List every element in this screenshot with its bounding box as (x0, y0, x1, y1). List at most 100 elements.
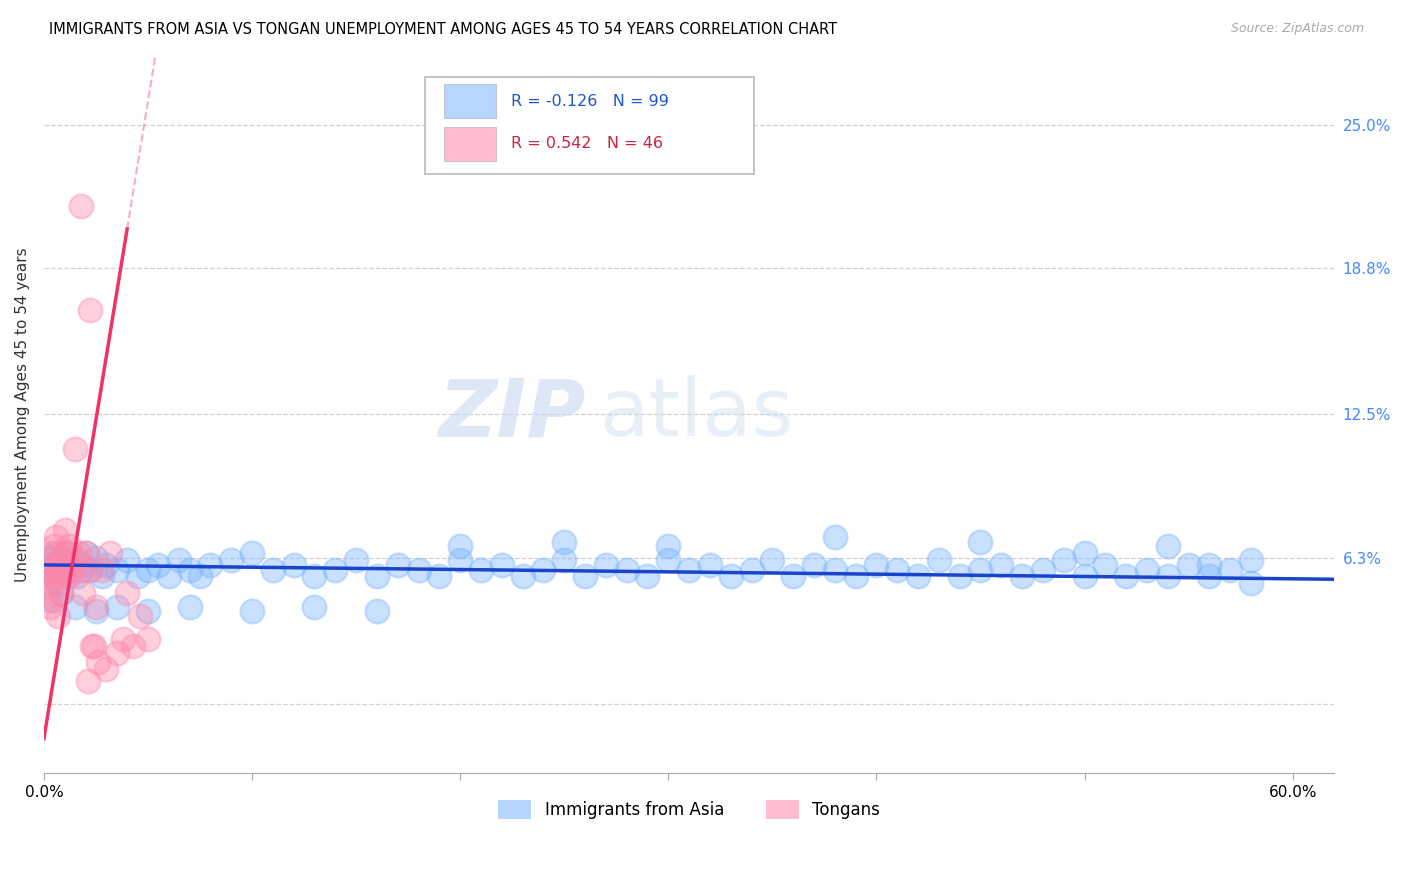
Point (427, 569, 450, 583)
Point (105, 562, 128, 576)
Text: R = 0.542   N = 46: R = 0.542 N = 46 (510, 136, 664, 152)
Point (96, 662, 118, 676)
Point (824, 530, 846, 544)
Point (79, 303, 101, 318)
Point (157, 569, 180, 583)
FancyBboxPatch shape (444, 84, 495, 119)
Point (657, 553, 679, 567)
Point (136, 604, 159, 618)
Point (87, 655, 110, 669)
Point (91, 569, 114, 583)
Point (200, 558, 222, 572)
Point (366, 604, 388, 618)
Point (949, 569, 972, 583)
Point (782, 569, 804, 583)
Point (1240, 553, 1263, 567)
Point (58, 569, 80, 583)
Point (657, 540, 679, 554)
Point (179, 562, 201, 576)
Point (39, 599, 62, 614)
Point (761, 553, 783, 567)
Point (240, 604, 263, 618)
Point (553, 534, 575, 549)
Point (45, 569, 67, 583)
Point (678, 562, 700, 576)
Point (304, 569, 326, 583)
Point (136, 562, 159, 576)
Point (470, 562, 492, 576)
Point (63, 599, 86, 614)
Point (262, 562, 284, 576)
Point (41, 546, 63, 560)
Point (720, 569, 742, 583)
Point (344, 553, 367, 567)
Point (886, 562, 908, 576)
Point (52, 553, 75, 567)
Point (179, 599, 201, 614)
Point (240, 546, 263, 560)
Point (115, 585, 138, 599)
Text: R = -0.126   N = 99: R = -0.126 N = 99 (510, 94, 669, 109)
Point (72, 585, 94, 599)
Point (105, 599, 128, 614)
Point (188, 569, 211, 583)
Bar (425, 77, 754, 174)
Point (39, 592, 62, 607)
Point (907, 569, 929, 583)
Point (323, 562, 346, 576)
Point (148, 558, 170, 572)
Point (44, 592, 66, 607)
Point (84, 599, 107, 614)
Point (408, 562, 430, 576)
Point (1157, 540, 1180, 554)
FancyBboxPatch shape (444, 127, 495, 161)
Point (49, 585, 72, 599)
Point (59, 562, 82, 576)
Point (76, 673, 98, 688)
Point (1177, 558, 1199, 572)
Point (83, 639, 105, 653)
Text: atlas: atlas (599, 376, 793, 453)
Point (39, 562, 62, 576)
Point (167, 553, 190, 567)
Legend: Immigrants from Asia, Tongans: Immigrants from Asia, Tongans (491, 794, 887, 826)
Point (387, 558, 409, 572)
Point (55, 558, 77, 572)
Point (595, 558, 617, 572)
Point (990, 558, 1012, 572)
Point (49, 585, 72, 599)
Point (67, 546, 90, 560)
Point (63, 553, 86, 567)
Point (803, 558, 825, 572)
Point (616, 562, 638, 576)
Point (37, 585, 59, 599)
Point (637, 569, 659, 583)
Point (48, 562, 70, 576)
Point (845, 569, 868, 583)
Point (91, 562, 114, 576)
Point (1198, 569, 1220, 583)
Point (136, 632, 159, 646)
Point (70, 562, 93, 576)
Point (96, 558, 118, 572)
Point (62, 558, 84, 572)
Point (58, 546, 80, 560)
Point (111, 632, 134, 646)
Point (574, 569, 596, 583)
Point (63, 442, 86, 456)
Point (39, 562, 62, 576)
Text: ZIP: ZIP (439, 376, 586, 453)
Point (1011, 569, 1033, 583)
Point (699, 558, 721, 572)
Point (45, 530, 67, 544)
Point (75, 546, 97, 560)
Point (53, 569, 76, 583)
Point (70, 199, 93, 213)
Y-axis label: Unemployment Among Ages 45 to 54 years: Unemployment Among Ages 45 to 54 years (15, 247, 30, 582)
Point (84, 550, 107, 565)
Point (48, 576, 70, 591)
Point (100, 546, 122, 560)
Point (1073, 569, 1095, 583)
Text: Source: ZipAtlas.com: Source: ZipAtlas.com (1230, 22, 1364, 36)
Point (49, 562, 72, 576)
